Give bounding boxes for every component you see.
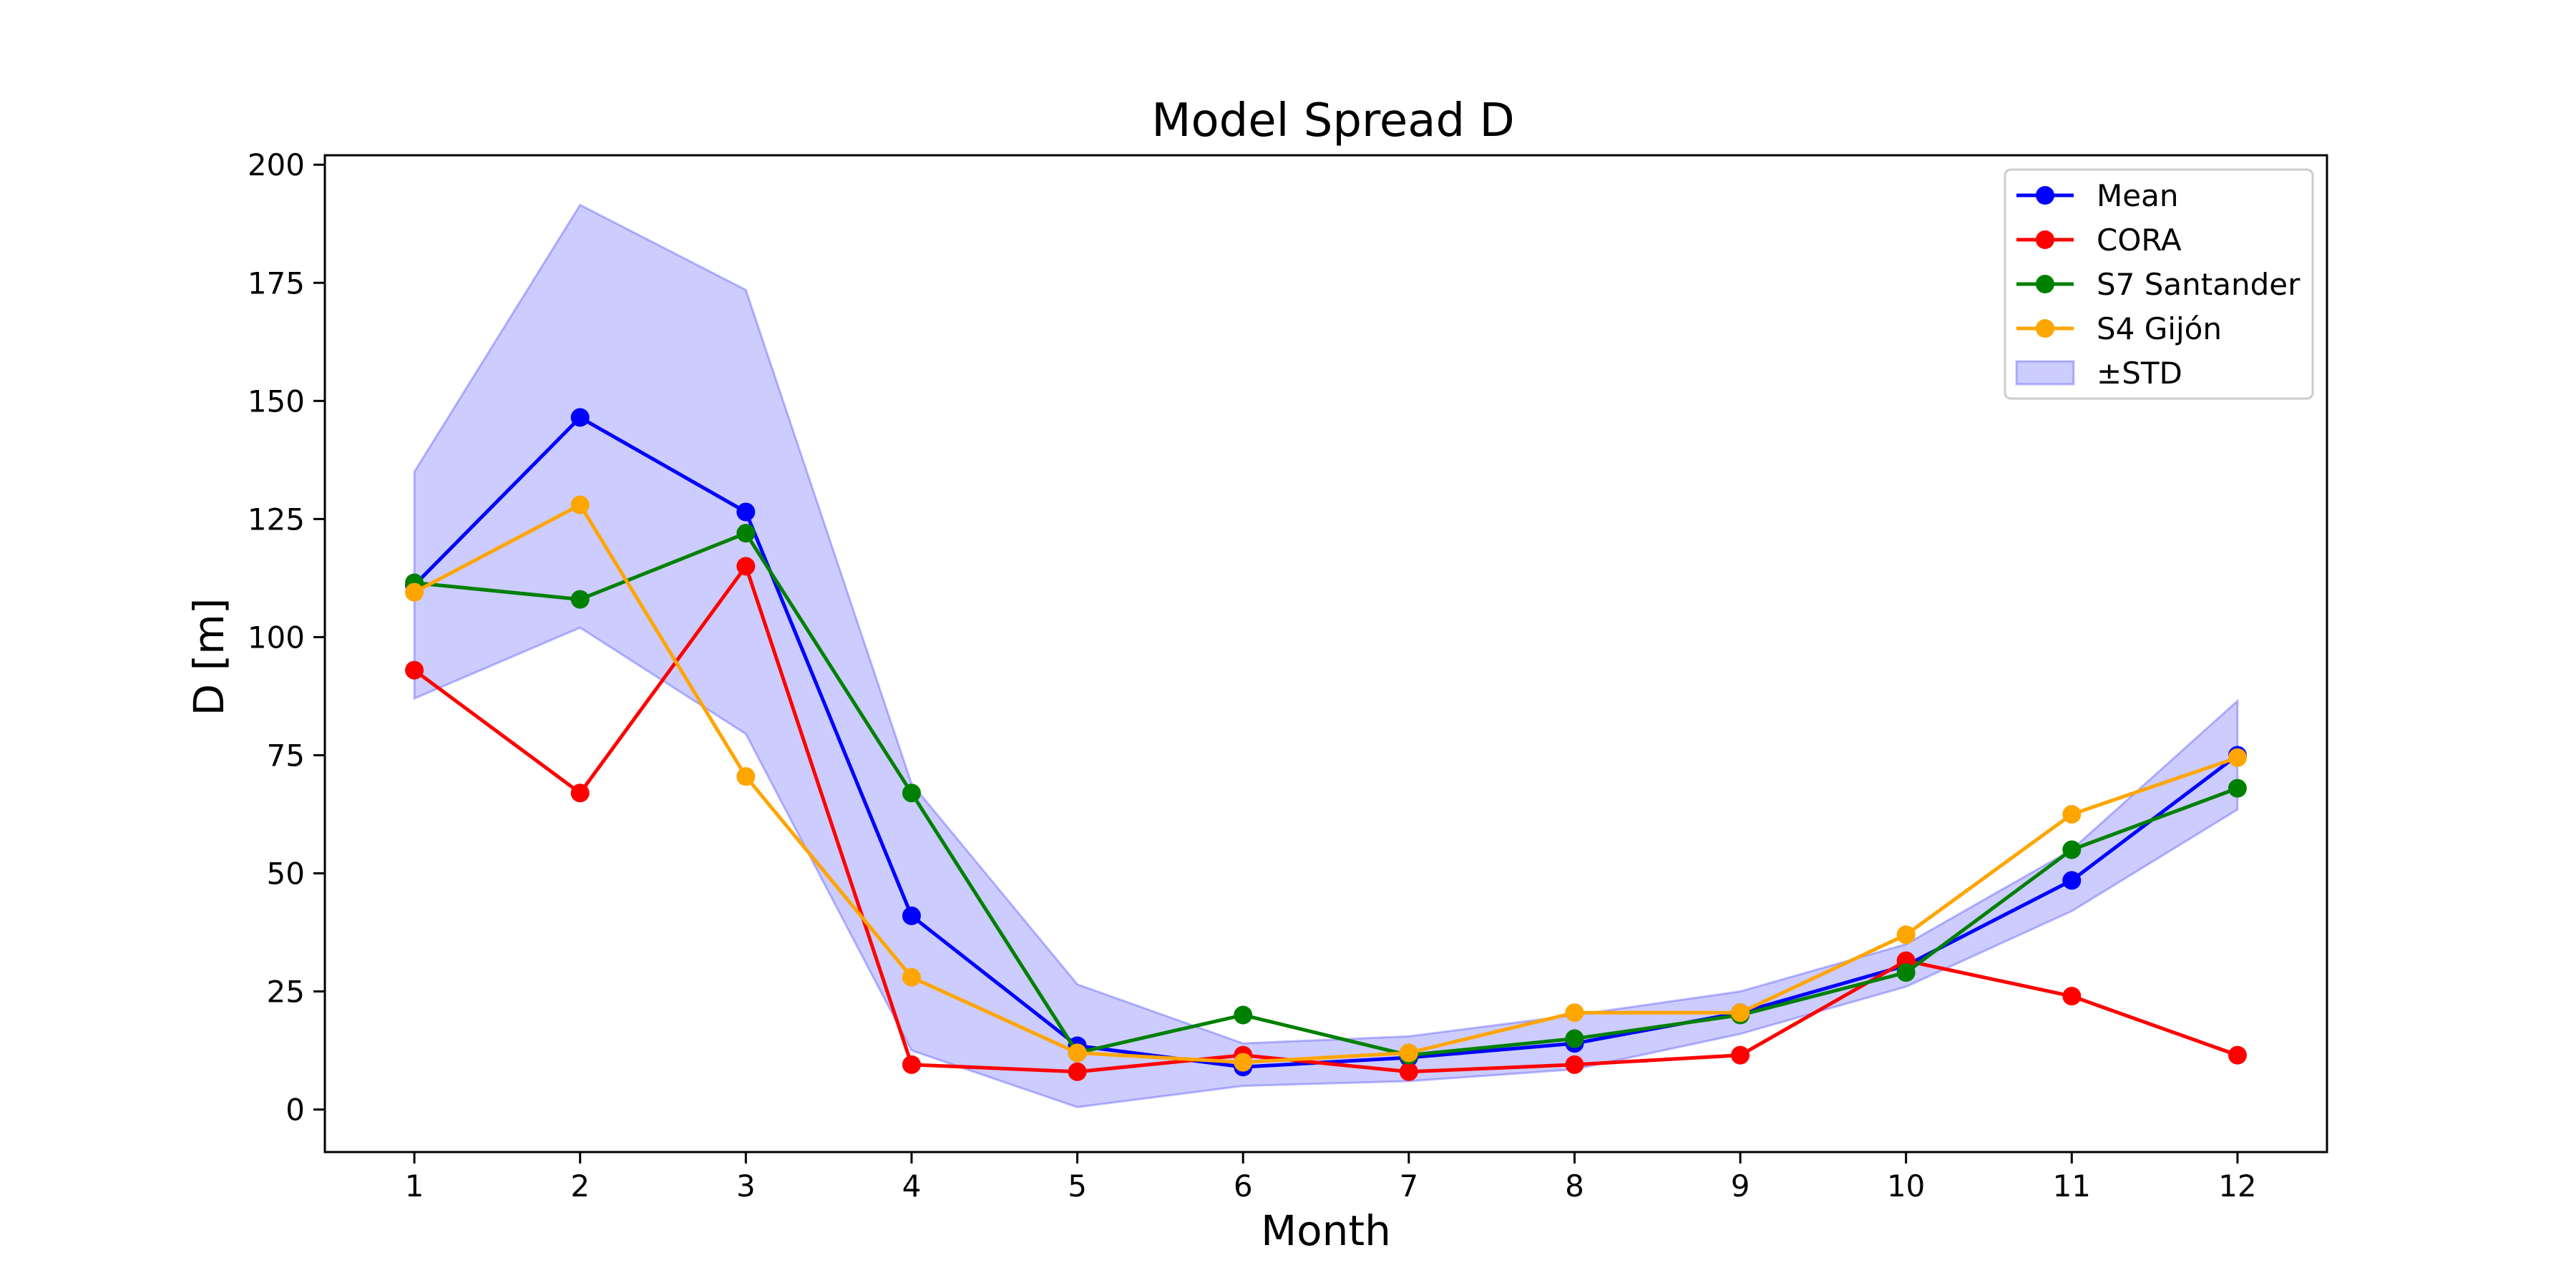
x-tick-label: 10 — [1887, 1169, 1925, 1204]
data-point-s4-gij-n — [405, 582, 424, 602]
data-point-s4-gij-n — [1896, 925, 1916, 945]
y-tick-label: 0 — [286, 1093, 305, 1128]
legend-label: S7 Santander — [2097, 267, 2301, 302]
legend-label: ±STD — [2097, 356, 2182, 391]
y-tick-label: 150 — [248, 384, 305, 419]
series-layer — [405, 408, 2247, 1081]
series-cora — [405, 557, 2247, 1081]
x-tick-label: 6 — [1234, 1169, 1253, 1204]
y-tick-label: 75 — [267, 738, 305, 773]
x-tick-label: 2 — [570, 1169, 590, 1204]
data-point-mean — [570, 408, 590, 427]
data-point-cora — [570, 784, 590, 803]
x-axis-label: Month — [1261, 1206, 1391, 1255]
x-tick-label: 8 — [1565, 1169, 1584, 1204]
data-point-cora — [902, 1055, 921, 1074]
data-point-s4-gij-n — [1565, 1003, 1584, 1023]
data-point-s4-gij-n — [902, 967, 921, 987]
data-point-mean — [902, 906, 921, 925]
data-point-s4-gij-n — [2228, 748, 2247, 767]
data-point-cora — [2228, 1045, 2247, 1065]
legend-label: CORA — [2097, 223, 2182, 258]
chart-title: Model Spread D — [1151, 94, 1515, 147]
y-tick-label: 175 — [248, 265, 305, 301]
legend: Mean CORA S7 Santander S4 Gijón ±STD — [2004, 168, 2314, 400]
legend-marker — [2036, 186, 2054, 205]
data-point-mean — [736, 502, 756, 522]
data-point-s4-gij-n — [1068, 1043, 1087, 1063]
series-s4-gij-n — [405, 495, 2247, 1072]
data-point-s7-santander — [2062, 840, 2082, 859]
y-tick-label: 200 — [248, 147, 305, 182]
data-point-cora — [1565, 1055, 1584, 1074]
data-point-cora — [736, 557, 756, 576]
data-point-s7-santander — [2228, 779, 2247, 798]
data-point-s4-gij-n — [1234, 1053, 1253, 1072]
series-line-cora — [413, 564, 2238, 1074]
x-tick-label: 1 — [405, 1169, 424, 1204]
x-tick-label: 3 — [736, 1169, 756, 1204]
y-tick-label: 125 — [248, 502, 305, 537]
legend-label: Mean — [2097, 178, 2178, 213]
x-tick-label: 7 — [1399, 1169, 1418, 1204]
data-point-cora — [405, 660, 424, 680]
std-band-layer — [413, 203, 2239, 1108]
legend-box — [2004, 168, 2314, 400]
x-tick-label: 12 — [2218, 1169, 2256, 1204]
legend-label: S4 Gijón — [2097, 311, 2222, 346]
legend-marker — [2036, 275, 2054, 293]
x-tick-label: 11 — [2053, 1169, 2091, 1204]
data-point-s4-gij-n — [1399, 1043, 1418, 1063]
data-point-s7-santander — [1234, 1005, 1253, 1025]
x-tick-label: 5 — [1068, 1169, 1087, 1204]
y-tick-label: 100 — [248, 620, 305, 655]
y-tick-label: 25 — [267, 975, 305, 1010]
data-point-cora — [1068, 1062, 1087, 1081]
series-s7-santander — [405, 524, 2247, 1065]
data-point-s7-santander — [1565, 1029, 1584, 1048]
std-band — [413, 203, 2239, 1108]
x-tick-label: 4 — [902, 1169, 922, 1204]
data-point-s7-santander — [570, 590, 590, 609]
data-point-s4-gij-n — [1731, 1003, 1750, 1023]
plot-frame — [323, 154, 2328, 1153]
data-point-cora — [1731, 1045, 1750, 1065]
x-tick-label: 9 — [1731, 1169, 1750, 1204]
data-point-s4-gij-n — [570, 495, 590, 514]
data-point-s7-santander — [902, 784, 921, 803]
data-point-s7-santander — [1896, 963, 1916, 982]
legend-band-swatch — [2015, 360, 2075, 386]
y-axis-label: D [m] — [185, 598, 233, 716]
series-line-s4-gij-n — [413, 503, 2238, 1065]
data-point-s4-gij-n — [736, 767, 756, 786]
data-point-mean — [2062, 871, 2082, 890]
data-point-cora — [1399, 1062, 1418, 1081]
data-point-s4-gij-n — [2062, 804, 2082, 824]
legend-marker — [2036, 230, 2054, 249]
legend-marker — [2036, 319, 2054, 338]
series-line-s7-santander — [414, 531, 2238, 1058]
data-point-s7-santander — [736, 524, 756, 543]
y-tick-label: 50 — [267, 856, 305, 891]
data-point-cora — [2062, 987, 2082, 1006]
